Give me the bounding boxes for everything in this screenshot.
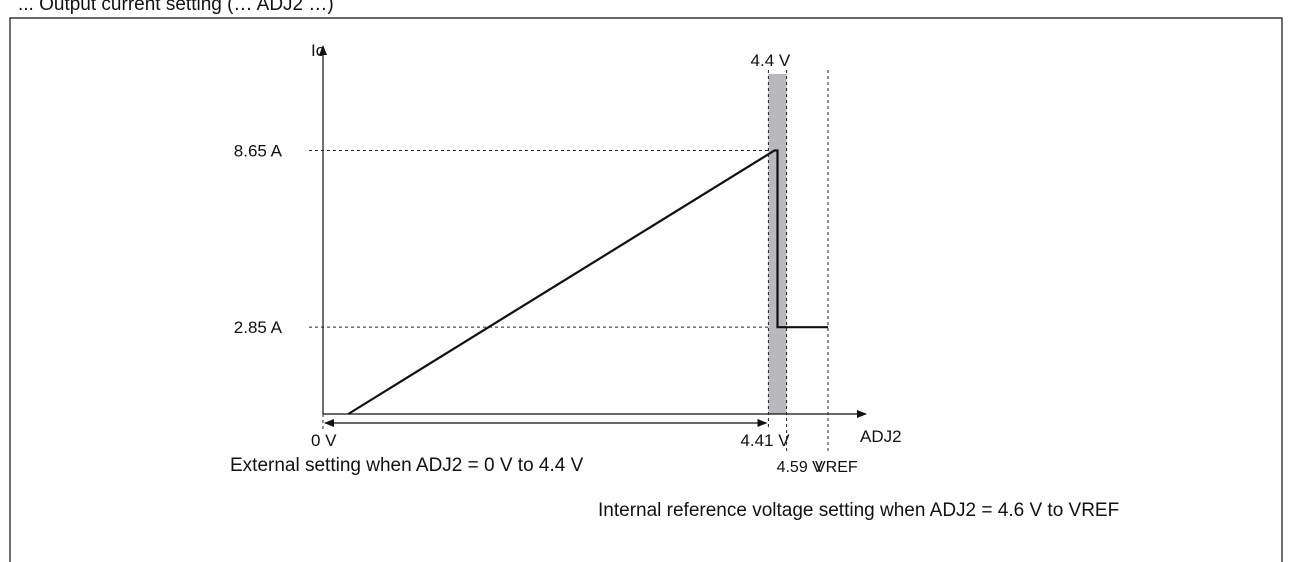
header-fragment: ... Output current setting (… ADJ2 …) — [18, 0, 334, 15]
x-tick-label: 0 V — [311, 431, 337, 450]
annotation-internal: Internal reference voltage setting when … — [598, 500, 1119, 521]
x-tick-label: VREF — [815, 459, 858, 476]
x-tick-label: 4.41 V — [740, 431, 790, 450]
top-threshold-label: 4.4 V — [751, 51, 791, 70]
figure-border — [9, 17, 1283, 562]
x-axis-label: ADJ2 — [860, 427, 902, 446]
annotation-external: External setting when ADJ2 = 0 V to 4.4 … — [230, 455, 584, 476]
x-tick-label: 4.59 V — [777, 459, 824, 476]
series-line — [347, 149, 828, 415]
chart-area: Io ADJ2 8.65 A 2.85 A 4.4 V 0 V 4.41 V 4.59 VVR… — [230, 41, 1119, 521]
y-tick-label: 2.85 A — [234, 318, 283, 337]
y-axis-label: Io — [311, 41, 325, 60]
y-tick-label: 8.65 A — [234, 141, 283, 160]
